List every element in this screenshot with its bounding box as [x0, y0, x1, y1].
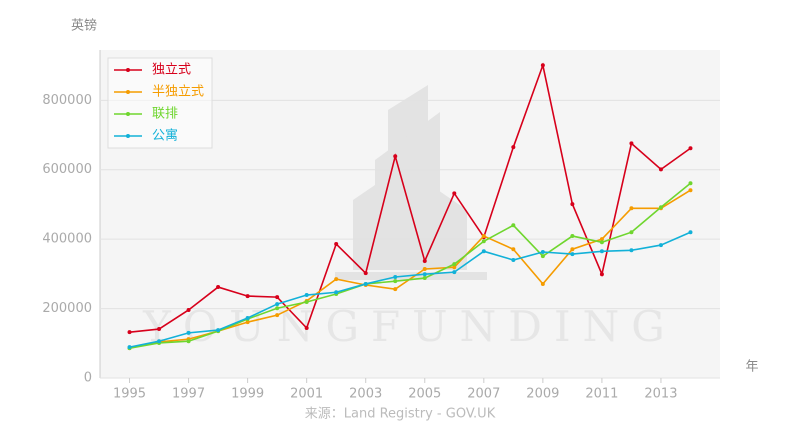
- legend-label: 公寓: [152, 128, 178, 144]
- point: [157, 327, 162, 332]
- point: [511, 223, 516, 228]
- x-tick-label: 2003: [349, 387, 382, 402]
- x-axis-label: 年: [745, 360, 758, 375]
- point: [629, 141, 634, 146]
- point: [481, 239, 486, 244]
- point: [658, 167, 663, 172]
- point: [334, 277, 339, 282]
- y-tick-label: 800000: [42, 93, 92, 108]
- point: [216, 285, 221, 290]
- point: [629, 248, 634, 253]
- point: [481, 249, 486, 254]
- legend-label: 联排: [152, 107, 178, 122]
- y-axis-label: 英镑: [71, 18, 97, 34]
- point: [570, 234, 575, 239]
- point: [304, 326, 309, 331]
- point: [511, 257, 516, 262]
- point: [304, 293, 309, 298]
- series-line: [129, 231, 691, 348]
- x-tick-label: 2005: [408, 387, 441, 402]
- point: [658, 205, 663, 210]
- point: [275, 302, 280, 307]
- point: [540, 63, 545, 68]
- legend-label: 半独立式: [152, 85, 204, 100]
- point: [570, 202, 575, 207]
- point: [363, 271, 368, 276]
- point: [216, 328, 221, 333]
- point: [186, 339, 191, 344]
- x-tick-label: 1999: [231, 387, 264, 402]
- point: [570, 252, 575, 257]
- legend-label: 独立式: [152, 63, 191, 78]
- point: [393, 287, 398, 292]
- point: [157, 339, 162, 344]
- x-tick-label: 2007: [467, 387, 500, 402]
- y-tick-label: 400000: [42, 232, 92, 247]
- source: 来源：Land Registry - GOV.UK: [305, 407, 496, 422]
- point: [599, 272, 604, 277]
- point: [422, 272, 427, 277]
- point: [452, 191, 457, 196]
- x-tick-label: 2011: [585, 387, 618, 402]
- point: [570, 247, 575, 252]
- x-tick-label: 2009: [526, 387, 559, 402]
- point: [629, 230, 634, 235]
- series-line: [129, 62, 691, 333]
- point: [393, 279, 398, 284]
- point: [422, 276, 427, 281]
- point: [186, 330, 191, 335]
- point: [688, 230, 693, 235]
- point: [422, 259, 427, 264]
- point: [275, 306, 280, 311]
- point: [422, 267, 427, 272]
- point: [452, 265, 457, 270]
- point: [334, 242, 339, 247]
- point: [688, 146, 693, 151]
- x-tick-label: 2013: [644, 387, 677, 402]
- point: [540, 254, 545, 259]
- point: [452, 270, 457, 275]
- legend-swatch-dot: [126, 134, 130, 138]
- point: [186, 307, 191, 312]
- x-tick-label: 1995: [113, 387, 146, 402]
- point: [275, 295, 280, 300]
- watermark: YOUNGFUNDING: [142, 302, 677, 351]
- point: [245, 315, 250, 320]
- point: [599, 240, 604, 245]
- point: [688, 188, 693, 193]
- point: [127, 330, 132, 335]
- point: [393, 154, 398, 159]
- point: [452, 262, 457, 267]
- y-tick-label: 0: [84, 371, 92, 386]
- point: [658, 243, 663, 248]
- legend-swatch-dot: [126, 68, 130, 72]
- series-line: [129, 182, 691, 349]
- point: [599, 249, 604, 254]
- point: [511, 247, 516, 252]
- point: [599, 237, 604, 242]
- point: [393, 274, 398, 279]
- point: [245, 294, 250, 299]
- legend-box: [107, 57, 213, 149]
- point: [245, 320, 250, 325]
- point: [363, 281, 368, 286]
- point: [540, 281, 545, 286]
- point: [334, 290, 339, 295]
- y-tick-label: 600000: [42, 162, 92, 177]
- legend-swatch-dot: [126, 112, 130, 116]
- point: [511, 145, 516, 150]
- point: [481, 234, 486, 239]
- legend-swatch-dot: [126, 90, 130, 94]
- x-tick-label: 1997: [172, 387, 205, 402]
- x-tick-label: 2001: [290, 387, 323, 402]
- point: [304, 299, 309, 304]
- point: [688, 181, 693, 186]
- point: [540, 250, 545, 255]
- y-tick-label: 200000: [42, 301, 92, 316]
- point: [275, 313, 280, 318]
- point: [127, 345, 132, 350]
- point: [629, 206, 634, 211]
